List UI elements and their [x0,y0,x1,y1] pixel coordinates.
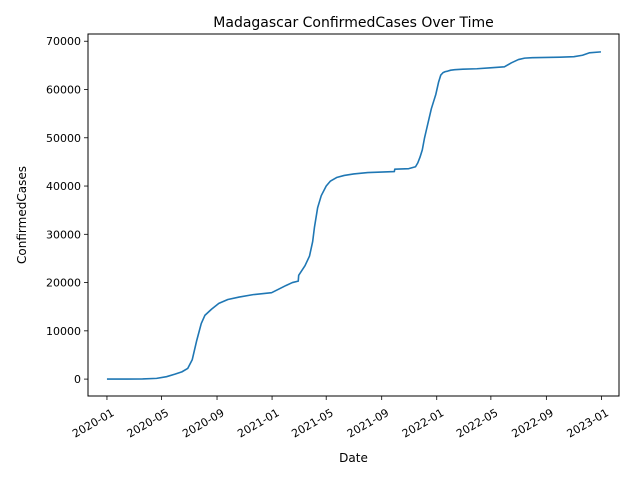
plot-frame [87,33,620,397]
y-tick-label: 30000 [46,228,81,241]
y-tick-label: 20000 [46,277,81,290]
y-tick-label: 50000 [46,132,81,145]
series-line-confirmed-cases [106,51,602,380]
y-tick-label: 60000 [46,84,81,97]
y-axis-label: ConfirmedCases [15,166,29,264]
y-tick-label: 10000 [46,325,81,338]
y-axis: 0 10000 20000 30000 40000 50000 60000 70000 [46,35,88,386]
chart-title: Madagascar ConfirmedCases Over Time [213,15,493,31]
y-tick-label: 0 [74,373,81,386]
y-tick-label: 70000 [46,35,81,48]
y-tick-label: 40000 [46,180,81,193]
x-axis-label: Date [339,451,368,465]
